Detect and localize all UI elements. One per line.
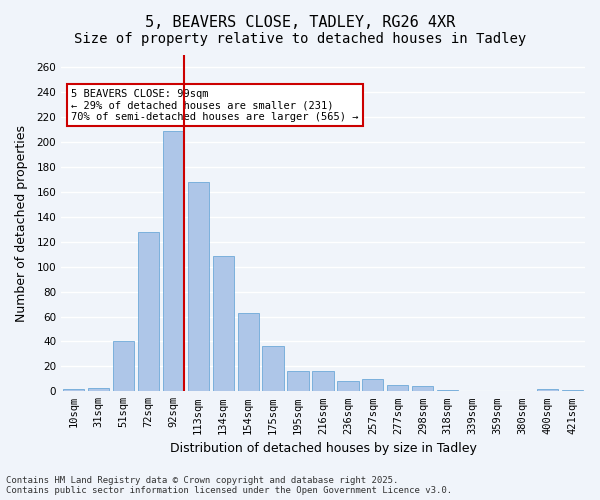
Bar xyxy=(262,346,284,392)
Bar xyxy=(313,372,334,392)
Text: Size of property relative to detached houses in Tadley: Size of property relative to detached ho… xyxy=(74,32,526,46)
Y-axis label: Number of detached properties: Number of detached properties xyxy=(15,124,28,322)
Bar xyxy=(562,390,583,392)
Bar xyxy=(88,388,109,392)
Bar xyxy=(163,131,184,392)
X-axis label: Distribution of detached houses by size in Tadley: Distribution of detached houses by size … xyxy=(170,442,476,455)
Bar xyxy=(137,232,159,392)
Bar xyxy=(537,389,558,392)
Text: 5 BEAVERS CLOSE: 99sqm
← 29% of detached houses are smaller (231)
70% of semi-de: 5 BEAVERS CLOSE: 99sqm ← 29% of detached… xyxy=(71,88,359,122)
Bar xyxy=(113,342,134,392)
Bar xyxy=(212,256,234,392)
Bar xyxy=(238,313,259,392)
Bar xyxy=(287,372,308,392)
Bar xyxy=(188,182,209,392)
Bar xyxy=(412,386,433,392)
Text: Contains HM Land Registry data © Crown copyright and database right 2025.
Contai: Contains HM Land Registry data © Crown c… xyxy=(6,476,452,495)
Bar xyxy=(63,389,84,392)
Bar xyxy=(437,390,458,392)
Bar xyxy=(387,385,409,392)
Bar xyxy=(362,379,383,392)
Text: 5, BEAVERS CLOSE, TADLEY, RG26 4XR: 5, BEAVERS CLOSE, TADLEY, RG26 4XR xyxy=(145,15,455,30)
Bar xyxy=(337,382,359,392)
